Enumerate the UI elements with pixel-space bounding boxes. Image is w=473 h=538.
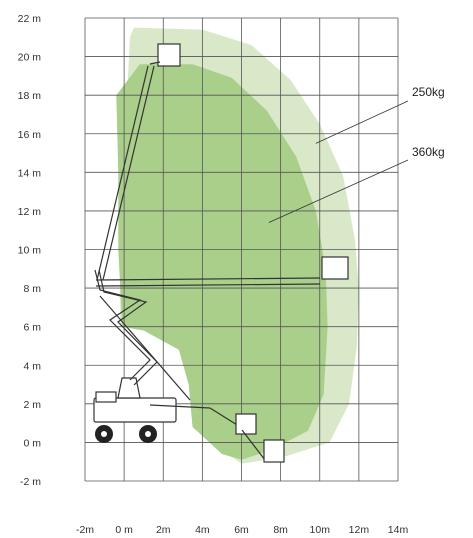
callout-leader-250kg	[315, 100, 409, 144]
callout-label-360kg: 360kg	[412, 145, 445, 159]
y-tick-label: -2 m	[20, 476, 41, 488]
aerial-lift-machine-icon	[93, 43, 349, 463]
x-tick-label: 4m	[195, 524, 210, 536]
callout-label-250kg: 250kg	[412, 85, 445, 99]
x-tick-label: 0 m	[115, 524, 133, 536]
y-tick-label: 6 m	[23, 322, 41, 334]
x-tick-label: 10m	[310, 524, 331, 536]
y-tick-label: 12 m	[18, 206, 42, 218]
y-axis-tick-labels: -2 m 0 m 2 m 4 m 6 m 8 m 10 m 12 m 14 m 16 m 18 m 2…	[18, 13, 42, 488]
x-tick-label: 12m	[349, 524, 370, 536]
y-tick-label: 14 m	[18, 167, 42, 179]
x-tick-label: 6m	[234, 524, 249, 536]
x-tick-label: 14m	[388, 524, 409, 536]
x-tick-label: 2m	[156, 524, 171, 536]
y-tick-label: 18 m	[18, 90, 42, 102]
x-axis-tick-labels: -2m 0 m 2m 4m 6m 8m 10m 12m 14m	[76, 524, 409, 536]
load-annotations: 250kg 360kg	[268, 85, 445, 223]
x-tick-label: 8m	[273, 524, 288, 536]
y-tick-label: 4 m	[23, 360, 41, 372]
callout-leader-360kg	[268, 159, 409, 223]
y-tick-label: 2 m	[23, 399, 41, 411]
y-tick-label: 20 m	[18, 52, 42, 64]
y-tick-label: 22 m	[18, 13, 42, 25]
load-zones	[116, 27, 359, 464]
y-tick-label: 10 m	[18, 245, 42, 257]
y-tick-label: 8 m	[23, 283, 41, 295]
zone-360kg	[116, 64, 328, 460]
x-tick-label: -2m	[76, 524, 94, 536]
y-tick-label: 0 m	[23, 437, 41, 449]
y-tick-label: 16 m	[18, 129, 42, 141]
